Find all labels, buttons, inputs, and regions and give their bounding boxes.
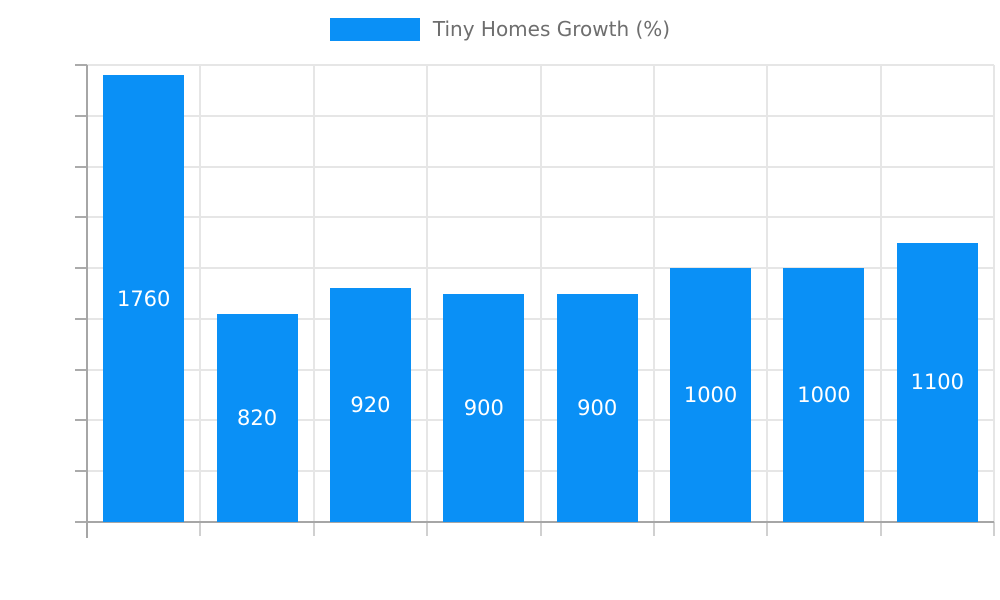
y-axis-tick-label <box>15 306 75 332</box>
x-axis-category-label <box>713 537 721 562</box>
v-gridline <box>312 65 315 522</box>
bar[interactable]: 1100 <box>896 242 978 522</box>
bar[interactable]: 900 <box>443 293 525 522</box>
y-axis-tick-label <box>15 509 75 535</box>
y-axis-tick <box>75 317 87 320</box>
x-axis-category-label <box>826 537 834 562</box>
x-axis-category-label <box>486 537 494 562</box>
x-axis-tick <box>766 522 769 536</box>
bar-value-label: 920 <box>350 393 391 418</box>
y-axis-tick <box>75 419 87 422</box>
y-axis-line <box>86 65 88 538</box>
y-axis-tick <box>75 470 87 473</box>
v-gridline <box>539 65 542 522</box>
v-gridline <box>199 65 202 522</box>
v-gridline <box>766 65 769 522</box>
v-gridline <box>426 65 429 522</box>
x-axis-tick <box>993 522 995 536</box>
y-axis-tick <box>75 64 87 66</box>
y-axis-tick-label <box>15 154 75 180</box>
y-axis-tick <box>75 267 87 270</box>
y-axis-tick-label <box>15 357 75 383</box>
bar[interactable]: 1760 <box>103 75 185 522</box>
bar-value-label: 1760 <box>116 286 171 311</box>
y-axis-tick-label <box>15 103 75 129</box>
x-axis-tick <box>879 522 882 536</box>
bar[interactable]: 1000 <box>670 268 752 522</box>
bar-value-label: 900 <box>463 395 504 420</box>
x-axis-tick <box>312 522 315 536</box>
y-axis-tick-label <box>15 204 75 230</box>
x-axis-category-label <box>259 537 267 562</box>
bar[interactable]: 820 <box>216 313 298 522</box>
x-axis-tick <box>539 522 542 536</box>
y-axis-tick-label <box>15 52 75 78</box>
y-axis-tick-label <box>15 255 75 281</box>
x-axis-tick <box>652 522 655 536</box>
bar-value-label: 820 <box>237 405 278 430</box>
y-axis-tick-label <box>15 407 75 433</box>
y-axis-tick <box>75 216 87 219</box>
x-axis-tick <box>199 522 202 536</box>
x-axis-category-label <box>599 537 607 562</box>
x-axis-baseline <box>87 521 994 523</box>
y-axis-tick-label <box>15 458 75 484</box>
bar-value-label: 1000 <box>683 383 738 408</box>
legend-swatch-icon <box>329 17 420 41</box>
y-axis-tick <box>75 368 87 371</box>
bar[interactable]: 1000 <box>783 268 865 522</box>
v-gridline <box>879 65 882 522</box>
y-axis-tick <box>75 521 87 523</box>
x-axis-category-label <box>146 537 154 562</box>
x-axis-tick <box>426 522 429 536</box>
y-axis-tick <box>75 114 87 117</box>
legend: Tiny Homes Growth (%) <box>0 17 1000 41</box>
bar[interactable]: 920 <box>329 288 411 522</box>
v-gridline <box>993 65 995 522</box>
legend-label: Tiny Homes Growth (%) <box>432 17 671 41</box>
bar-value-label: 1100 <box>910 370 965 395</box>
bar-value-label: 900 <box>577 395 618 420</box>
x-axis-category-label <box>939 537 947 562</box>
x-axis-category-label <box>372 537 380 562</box>
y-axis-tick <box>75 165 87 168</box>
v-gridline <box>652 65 655 522</box>
bar[interactable]: 900 <box>556 293 638 522</box>
bar-value-label: 1000 <box>797 383 851 408</box>
